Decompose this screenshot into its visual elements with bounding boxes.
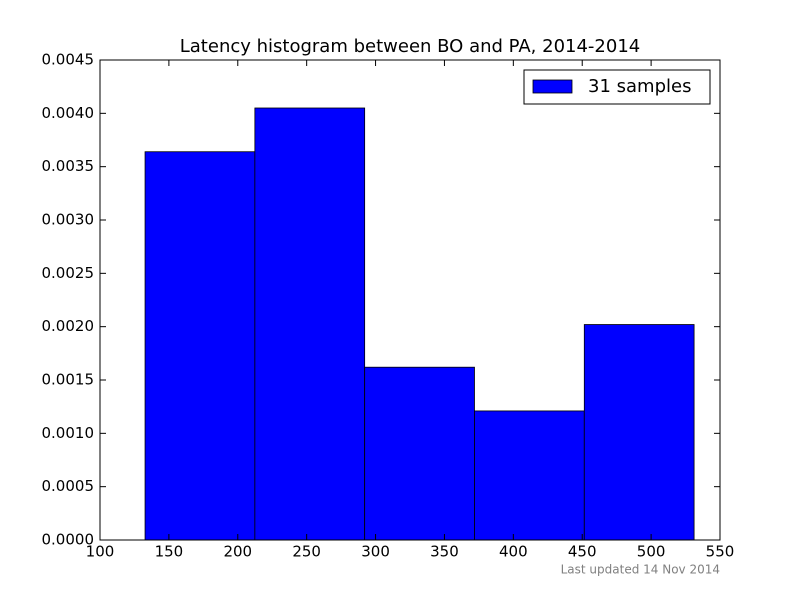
x-tick-label: 400: [499, 543, 528, 561]
y-tick-label: 0.0045: [42, 51, 95, 69]
y-tick-label: 0.0005: [42, 477, 95, 495]
y-tick-label: 0.0020: [42, 317, 95, 335]
x-tick-label: 550: [706, 543, 735, 561]
x-tick-label: 150: [155, 543, 184, 561]
footer: Last updated 14 Nov 2014: [561, 563, 720, 577]
bar: [364, 366, 475, 541]
plot-frame: [99, 59, 721, 541]
y-tick-label: 0.0015: [42, 371, 95, 389]
legend-label: 31 samples: [588, 76, 691, 97]
x-tick-label: 250: [292, 543, 321, 561]
y-tick-label: 0.0040: [42, 104, 95, 122]
y-tick-label: 0.0035: [42, 157, 95, 175]
bar: [474, 410, 585, 541]
y-tick-label: 0.0030: [42, 211, 95, 229]
x-tick-label: 100: [86, 543, 115, 561]
x-tick-label: 350: [430, 543, 459, 561]
bar: [254, 107, 366, 541]
x-tick-label: 300: [361, 543, 390, 561]
legend-swatch: [532, 79, 573, 94]
y-tick-label: 0.0010: [42, 424, 95, 442]
y-tick-label: 0.0025: [42, 264, 95, 282]
y-tick-label: 0.0000: [42, 531, 95, 549]
bar: [583, 324, 695, 541]
x-tick-label: 500: [637, 543, 666, 561]
x-tick-label: 200: [223, 543, 252, 561]
bar: [144, 151, 256, 541]
chart-title: Latency histogram between BO and PA, 201…: [180, 36, 640, 57]
x-tick-label: 450: [568, 543, 597, 561]
